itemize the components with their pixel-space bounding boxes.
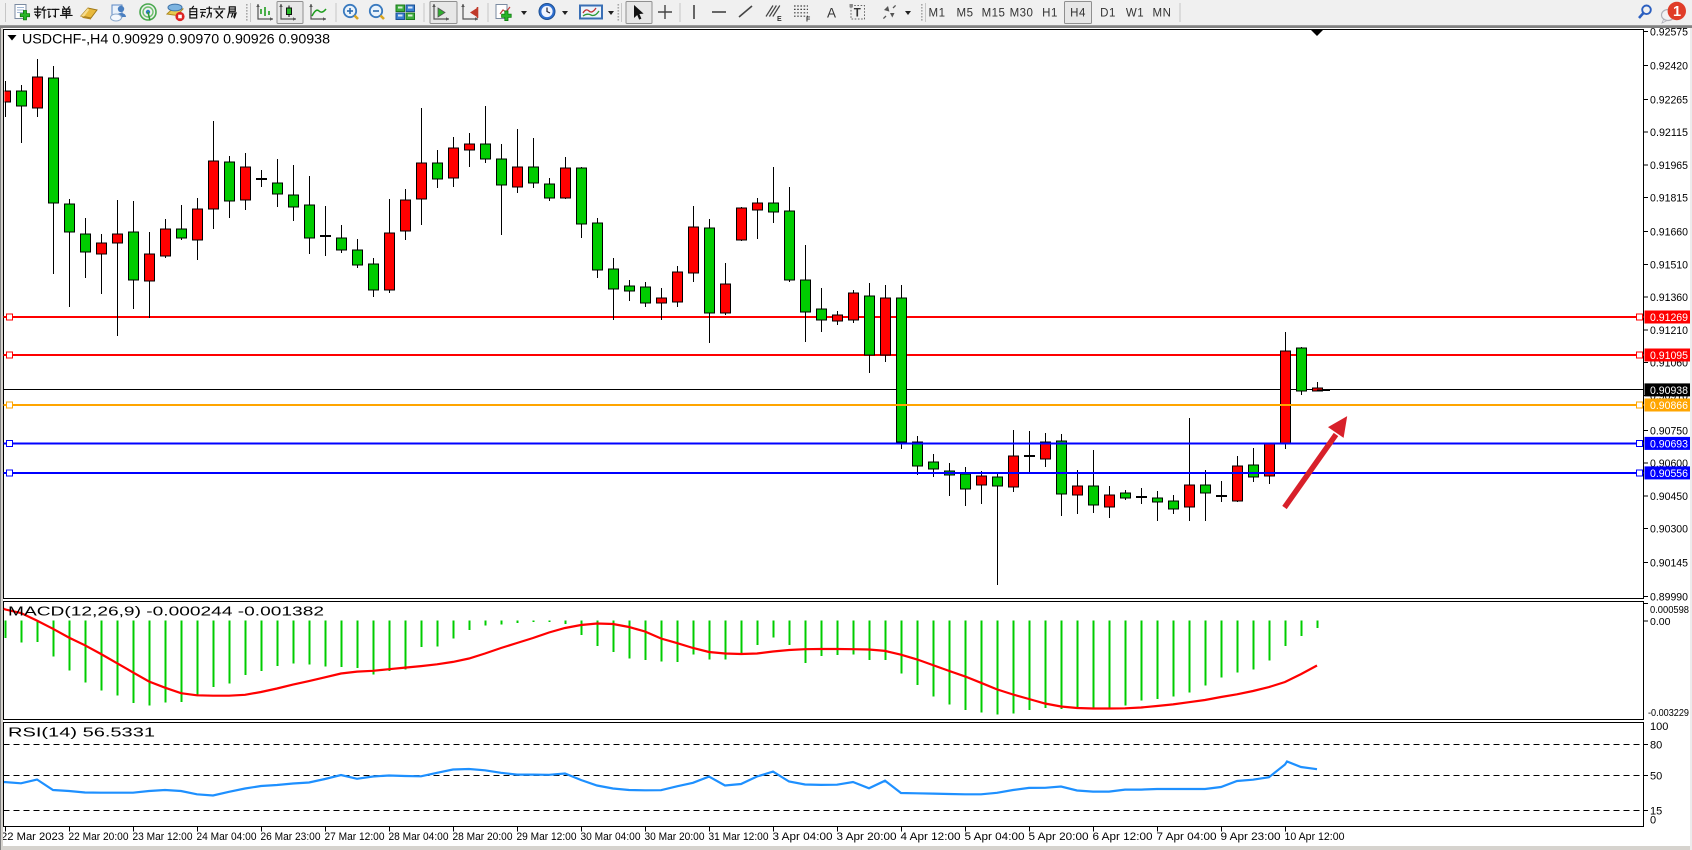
svg-text:0.92575: 0.92575 [1650, 27, 1688, 39]
svg-text:RSI(14) 56.5331: RSI(14) 56.5331 [8, 725, 155, 740]
svg-text:MN: MN [1153, 8, 1172, 20]
svg-text:0.91269: 0.91269 [1650, 312, 1688, 324]
svg-text:M15: M15 [982, 8, 1006, 20]
svg-text:3 Apr 04:00: 3 Apr 04:00 [773, 831, 833, 843]
svg-text:0.90556: 0.90556 [1650, 468, 1688, 480]
svg-text:F: F [806, 17, 811, 24]
svg-text:0.90938: 0.90938 [1650, 385, 1688, 397]
svg-text:0.91815: 0.91815 [1650, 193, 1688, 205]
svg-text:31 Mar 12:00: 31 Mar 12:00 [709, 831, 769, 843]
svg-text:0: 0 [1650, 814, 1656, 826]
svg-text:30 Mar 20:00: 30 Mar 20:00 [645, 831, 705, 843]
svg-text:D1: D1 [1100, 8, 1116, 20]
svg-text:0.92265: 0.92265 [1650, 94, 1688, 106]
svg-text:28 Mar 04:00: 28 Mar 04:00 [389, 831, 449, 843]
svg-text:0.91965: 0.91965 [1650, 160, 1688, 172]
svg-text:10 Apr 12:00: 10 Apr 12:00 [1285, 831, 1345, 843]
svg-text:M30: M30 [1010, 8, 1034, 20]
svg-text:0.91660: 0.91660 [1650, 227, 1688, 239]
svg-text:0.90750: 0.90750 [1650, 425, 1688, 437]
svg-text:80: 80 [1650, 740, 1662, 752]
svg-text:-0.003229: -0.003229 [1648, 707, 1689, 719]
svg-text:4 Apr 12:00: 4 Apr 12:00 [901, 831, 961, 843]
svg-text:28 Mar 20:00: 28 Mar 20:00 [453, 831, 513, 843]
svg-text:5 Apr 20:00: 5 Apr 20:00 [1029, 831, 1089, 843]
svg-text:15: 15 [1650, 806, 1662, 818]
svg-text:0.91095: 0.91095 [1650, 350, 1688, 362]
svg-text:0.89990: 0.89990 [1650, 591, 1688, 603]
svg-text:0.000598: 0.000598 [1650, 604, 1689, 616]
svg-text:0.91360: 0.91360 [1650, 292, 1688, 304]
svg-text:E: E [777, 16, 782, 23]
svg-text:0.90450: 0.90450 [1650, 491, 1688, 503]
svg-text:H4: H4 [1070, 8, 1086, 20]
svg-text:26 Mar 23:00: 26 Mar 23:00 [261, 831, 321, 843]
svg-text:0.90866: 0.90866 [1650, 400, 1688, 412]
svg-text:0.90145: 0.90145 [1650, 558, 1688, 570]
svg-text:W1: W1 [1126, 8, 1144, 20]
svg-text:MACD(12,26,9) -0.000244 -0.001: MACD(12,26,9) -0.000244 -0.001382 [8, 604, 324, 619]
svg-text:50: 50 [1650, 771, 1662, 783]
svg-text:1: 1 [1673, 4, 1681, 20]
svg-text:9 Apr 23:00: 9 Apr 23:00 [1221, 831, 1281, 843]
svg-text:A: A [827, 6, 836, 21]
svg-text:5 Apr 04:00: 5 Apr 04:00 [965, 831, 1025, 843]
svg-text:M5: M5 [957, 8, 974, 20]
svg-text:22 Mar 2023: 22 Mar 2023 [1, 831, 64, 843]
svg-text:24 Mar 04:00: 24 Mar 04:00 [197, 831, 257, 843]
svg-text:0.90300: 0.90300 [1650, 524, 1688, 536]
svg-text:0.91210: 0.91210 [1650, 325, 1688, 337]
svg-text:6 Apr 12:00: 6 Apr 12:00 [1093, 831, 1153, 843]
svg-text:0.90693: 0.90693 [1650, 438, 1688, 450]
svg-text:0.91510: 0.91510 [1650, 259, 1688, 271]
svg-text:H1: H1 [1042, 8, 1058, 20]
svg-text:30 Mar 04:00: 30 Mar 04:00 [581, 831, 641, 843]
svg-text:7 Apr 04:00: 7 Apr 04:00 [1157, 831, 1217, 843]
svg-text:0.00: 0.00 [1650, 616, 1671, 628]
svg-text:3 Apr 20:00: 3 Apr 20:00 [837, 831, 897, 843]
svg-text:100: 100 [1650, 721, 1668, 733]
svg-text:23 Mar 12:00: 23 Mar 12:00 [133, 831, 193, 843]
svg-text:0.92420: 0.92420 [1650, 61, 1688, 73]
svg-text:27 Mar 12:00: 27 Mar 12:00 [325, 831, 385, 843]
svg-text:22 Mar 20:00: 22 Mar 20:00 [69, 831, 129, 843]
svg-text:USDCHF-,H4 0.90929 0.90970 0.: USDCHF-,H4 0.90929 0.90970 0.90926 0.909… [22, 31, 330, 47]
svg-text:29 Mar 12:00: 29 Mar 12:00 [517, 831, 577, 843]
svg-text:0.92115: 0.92115 [1650, 127, 1688, 139]
svg-text:M1: M1 [929, 8, 946, 20]
svg-text:T: T [854, 8, 861, 20]
